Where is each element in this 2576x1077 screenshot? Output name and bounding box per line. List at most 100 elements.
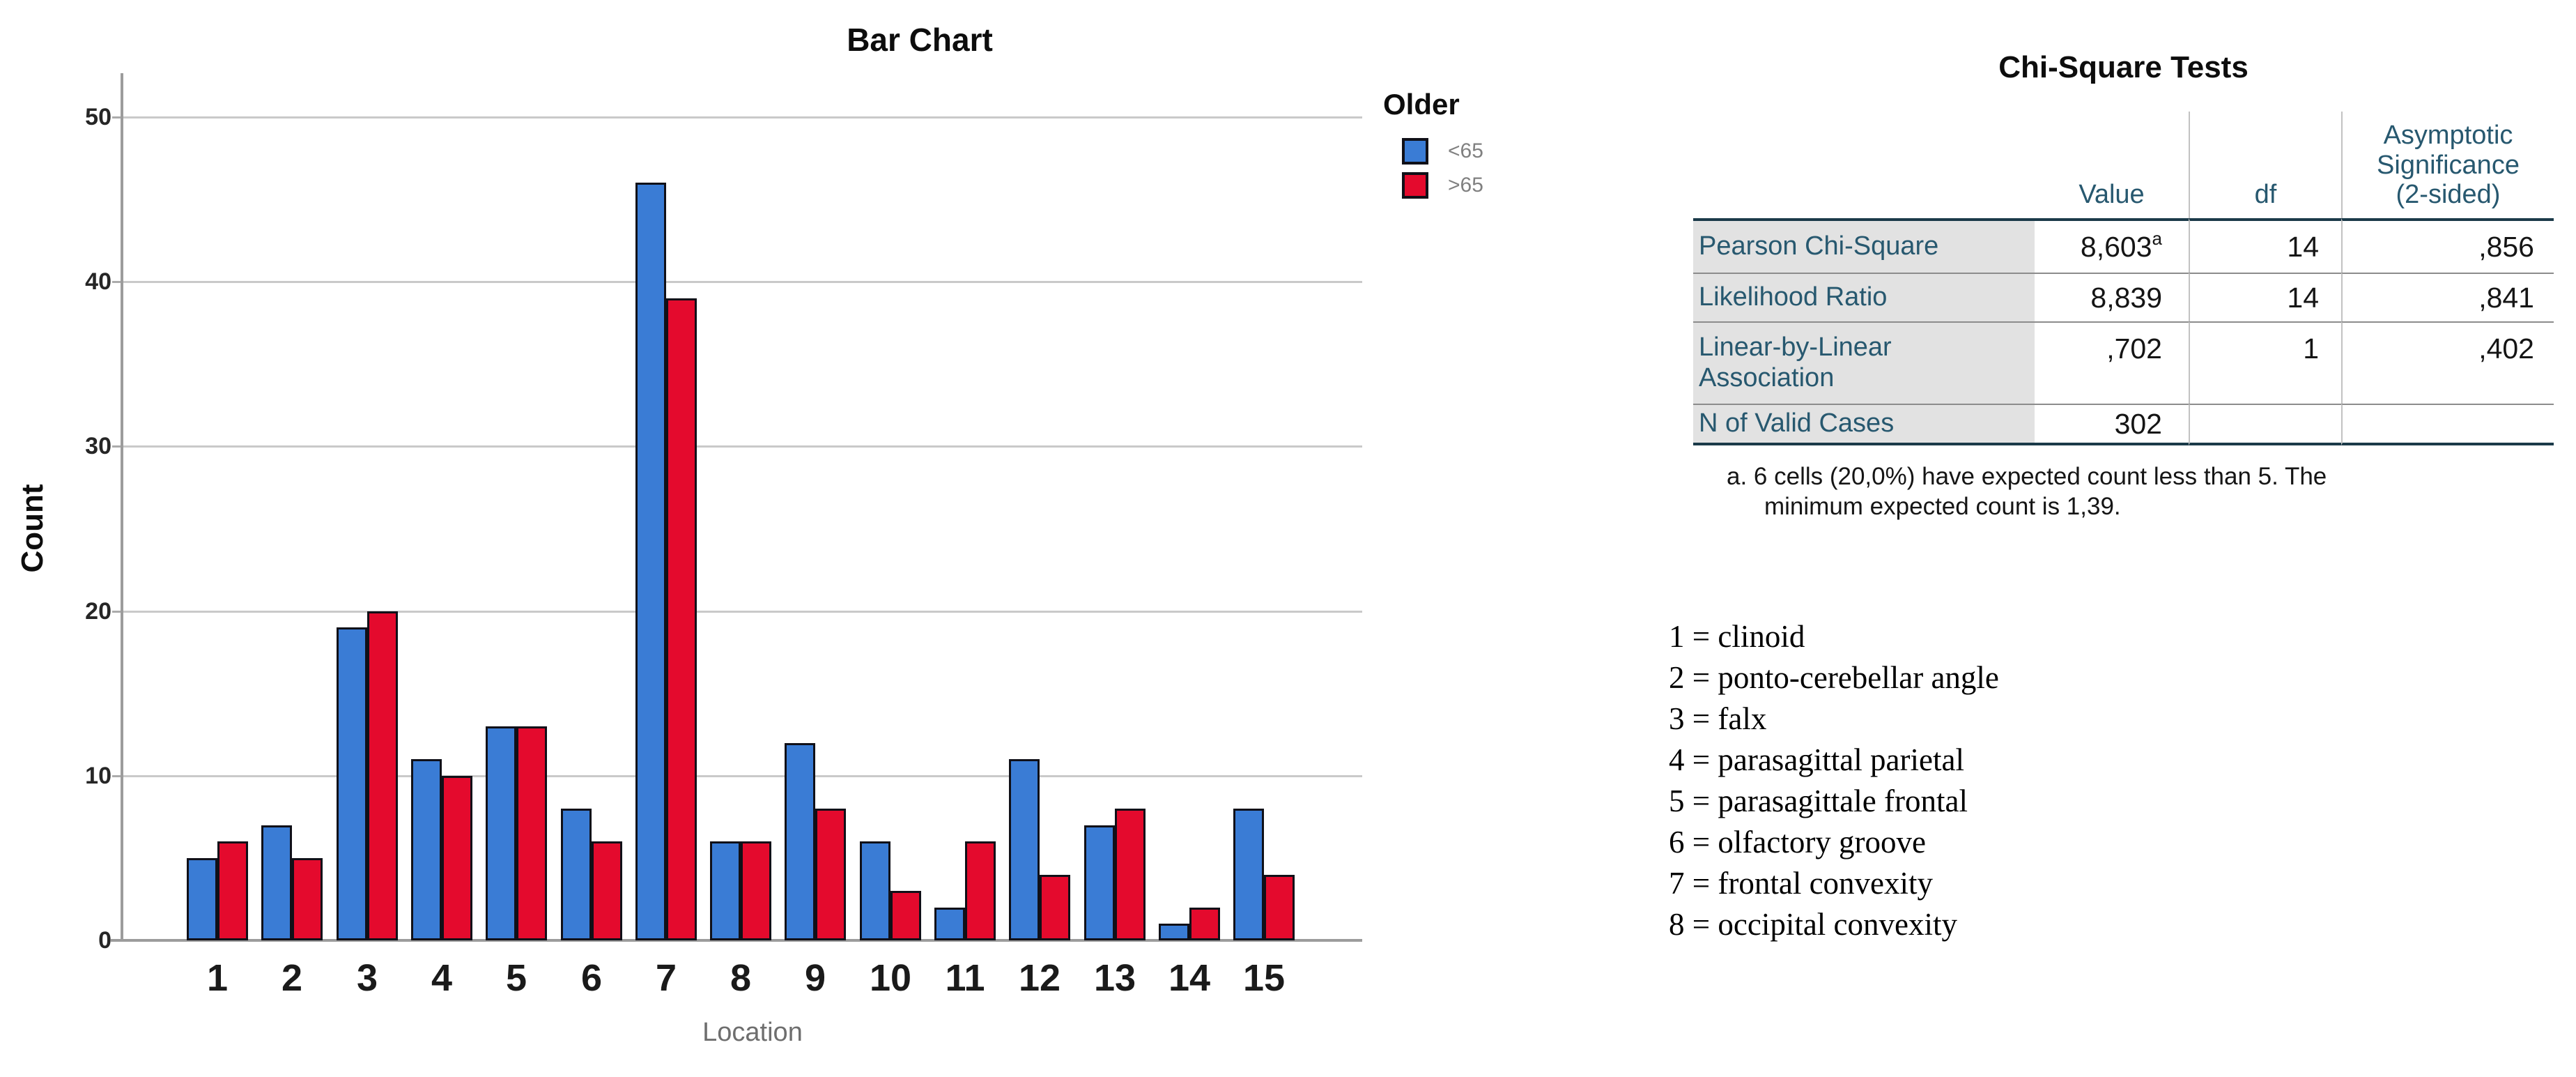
- bar-under65-loc-4: [411, 759, 442, 940]
- bar-under65-loc-10: [860, 841, 890, 940]
- y-tick-label-20: 20: [85, 598, 111, 625]
- legend-swatch-red: [1402, 172, 1428, 199]
- table-header-df: df: [2189, 112, 2341, 218]
- table-cell-df: 1: [2189, 321, 2341, 404]
- bar-under65-loc-2: [261, 825, 292, 940]
- bar-under65-loc-14: [1159, 924, 1189, 940]
- table-row-label: Pearson Chi-Square: [1693, 218, 2035, 273]
- x-tick-label-15: 15: [1242, 957, 1286, 999]
- x-tick-label-4: 4: [431, 957, 453, 999]
- table-header-value: Value: [2078, 180, 2145, 210]
- chart-legend: Older <65 >65: [1383, 88, 1483, 199]
- bar-over65-loc-2: [292, 858, 323, 940]
- bar-under65-loc-11: [934, 908, 965, 940]
- cell-text: 302: [2114, 407, 2162, 440]
- table-cell-sig: ,402: [2341, 321, 2554, 404]
- gridline-10: [123, 775, 1362, 777]
- bar-under65-loc-13: [1084, 825, 1115, 940]
- table-cell-sig: [2341, 404, 2554, 445]
- x-tick-label-8: 8: [730, 957, 752, 999]
- table-cell-sig: ,841: [2341, 273, 2554, 321]
- gridline-50: [123, 116, 1362, 119]
- table-row-label: Linear-by-Linear Association: [1693, 321, 2035, 404]
- table-cell-df: 14: [2189, 273, 2341, 321]
- table-cell-value: 8,839: [2035, 273, 2189, 321]
- table-cell-df: [2189, 404, 2341, 445]
- legend-item-over65: >65: [1402, 172, 1483, 199]
- bar-over65-loc-1: [217, 841, 248, 940]
- bar-over65-loc-5: [516, 726, 547, 940]
- gridline-40: [123, 281, 1362, 283]
- definition-item: 7 = frontal convexity: [1669, 866, 1934, 901]
- bar-over65-loc-11: [965, 841, 996, 940]
- bar-under65-loc-1: [187, 858, 217, 940]
- legend-label: >65: [1448, 174, 1483, 197]
- bar-over65-loc-7: [666, 298, 697, 940]
- location-definitions-list: 1 = clinoid 2 = ponto-cerebellar angle 3…: [1669, 616, 1999, 945]
- bar-under65-loc-6: [561, 809, 592, 940]
- x-tick-label-10: 10: [869, 957, 912, 999]
- bar-over65-loc-10: [890, 891, 921, 940]
- bar-over65-loc-8: [741, 841, 771, 940]
- x-tick-label-6: 6: [580, 957, 603, 999]
- x-tick-label-11: 11: [945, 957, 985, 999]
- x-tick-label-9: 9: [804, 957, 826, 999]
- y-tick-mark-30: [112, 445, 123, 448]
- definition-item: 3 = falx: [1669, 701, 1767, 736]
- bar-under65-loc-7: [635, 183, 666, 940]
- y-tick-mark-40: [112, 281, 123, 283]
- table-footnote-line2: minimum expected count is 1,39.: [1764, 493, 2121, 520]
- table-header-sig: Asymptotic Significance (2-sided): [2341, 112, 2554, 218]
- bar-under65-loc-5: [486, 726, 516, 940]
- y-tick-label-10: 10: [85, 763, 111, 789]
- x-tick-label-14: 14: [1168, 957, 1211, 999]
- y-tick-mark-20: [112, 611, 123, 613]
- table-row-label: N of Valid Cases: [1693, 404, 2035, 445]
- bar-over65-loc-3: [367, 611, 398, 940]
- bar-under65-loc-8: [710, 841, 741, 940]
- bar-over65-loc-15: [1264, 875, 1295, 940]
- y-tick-label-0: 0: [98, 927, 111, 954]
- cell-text: ,702: [2106, 333, 2162, 365]
- x-tick-label-12: 12: [1018, 957, 1061, 999]
- definition-item: 8 = occipital convexity: [1669, 907, 1958, 942]
- x-tick-label-1: 1: [206, 957, 229, 999]
- x-axis-line: [111, 939, 1362, 942]
- legend-label: <65: [1448, 139, 1483, 162]
- bar-over65-loc-14: [1189, 908, 1220, 940]
- table-footnote-line1: a. 6 cells (20,0%) have expected count l…: [1727, 463, 2327, 490]
- y-axis-title: Count: [15, 484, 49, 573]
- y-tick-mark-10: [112, 775, 123, 777]
- bar-under65-loc-9: [785, 743, 815, 940]
- table-cell-sig: ,856: [2341, 218, 2554, 273]
- y-tick-label-40: 40: [85, 268, 111, 295]
- cell-text: 8,839: [2090, 281, 2162, 314]
- y-axis-line: [121, 73, 123, 942]
- bar-over65-loc-12: [1040, 875, 1070, 940]
- legend-title: Older: [1383, 88, 1460, 121]
- x-tick-label-2: 2: [281, 957, 303, 999]
- definition-item: 1 = clinoid: [1669, 619, 1805, 654]
- definition-item: 5 = parasagittale frontal: [1669, 784, 1968, 818]
- gridline-20: [123, 611, 1362, 613]
- gridline-30: [123, 445, 1362, 448]
- bar-under65-loc-12: [1009, 759, 1040, 940]
- table-row-label: Likelihood Ratio: [1693, 273, 2035, 321]
- bar-over65-loc-9: [815, 809, 846, 940]
- table-cell-value: ,702: [2035, 321, 2189, 404]
- bar-over65-loc-6: [592, 841, 622, 940]
- legend-item-under65: <65: [1402, 138, 1483, 165]
- table-title: Chi-Square Tests: [1998, 50, 2249, 84]
- chart-title: Bar Chart: [847, 22, 993, 58]
- chi-square-table: Value df Asymptotic Significance (2-side…: [1693, 112, 2554, 445]
- bar-over65-loc-4: [442, 776, 472, 940]
- definition-item: 2 = ponto-cerebellar angle: [1669, 660, 1999, 695]
- x-tick-label-3: 3: [356, 957, 378, 999]
- x-tick-label-5: 5: [505, 957, 527, 999]
- legend-swatch-blue: [1402, 138, 1428, 165]
- table-cell-value: 8,603 a: [2035, 218, 2189, 273]
- definition-item: 6 = olfactory groove: [1669, 825, 1927, 860]
- table-cell-value: 302: [2035, 404, 2189, 445]
- y-tick-mark-50: [112, 116, 123, 119]
